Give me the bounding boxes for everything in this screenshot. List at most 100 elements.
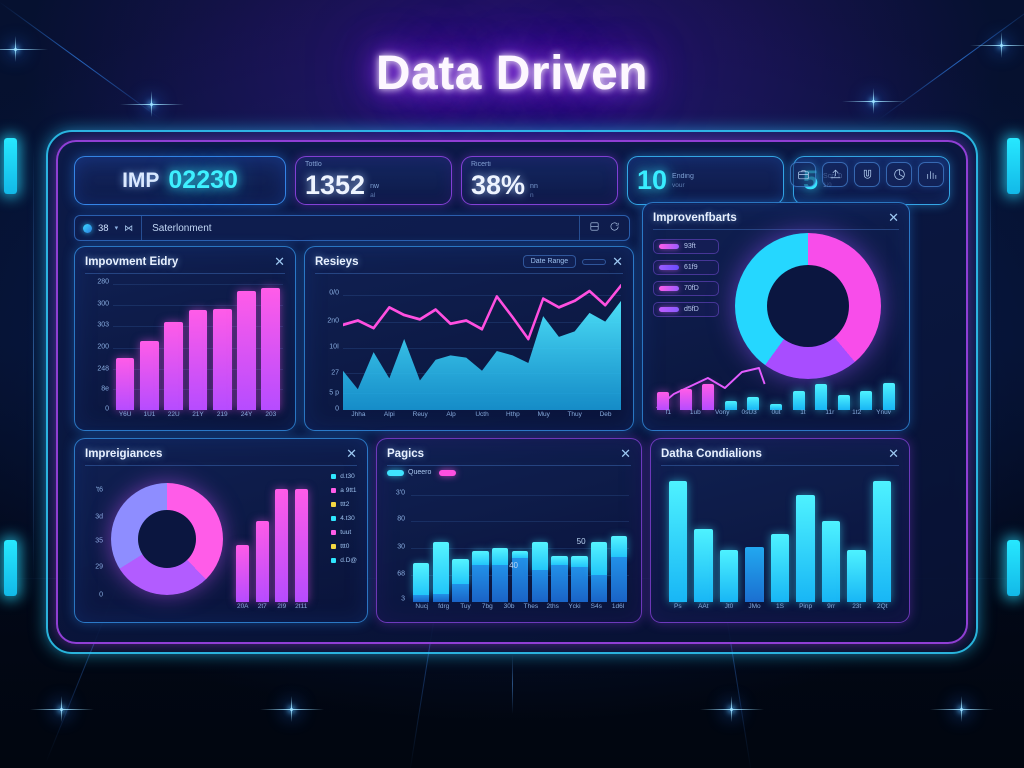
secondary-dropdown[interactable] xyxy=(582,258,607,265)
decor-spark xyxy=(0,36,48,62)
decor-edge-bar xyxy=(1007,540,1020,596)
kpi-card-3[interactable]: 10 Ending vour xyxy=(627,156,784,205)
legend-item[interactable]: 70fD xyxy=(653,281,719,296)
magnet-icon[interactable] xyxy=(854,162,880,187)
search-toolbar[interactable]: 38 ▾ ⋈ Saterlonment xyxy=(74,215,630,241)
search-actions xyxy=(579,216,629,240)
kpi-card-2-caption: Ricerti xyxy=(471,161,491,168)
panel-improve-charts-header: Improvenfbarts ✕ xyxy=(653,211,899,230)
legend-item[interactable]: d5fD xyxy=(653,302,719,317)
close-icon[interactable]: ✕ xyxy=(612,254,623,269)
kpi-primary-card[interactable]: IMP 02230 xyxy=(74,156,286,205)
bar xyxy=(724,401,737,410)
bar xyxy=(837,395,850,410)
dashboard-frame-outer: IMP 02230 Tottlo 1352 nw al Ricerti 38% … xyxy=(46,130,978,654)
inline-value-label: 40 xyxy=(509,561,518,571)
filter-icon[interactable]: ⋈ xyxy=(124,222,134,233)
kpi-primary-value: 02230 xyxy=(168,166,238,194)
legend-item[interactable]: d.t30 xyxy=(331,473,357,480)
legend-item[interactable]: tuut xyxy=(331,529,357,536)
legend-label: d.t30 xyxy=(340,473,355,480)
legend-swatch xyxy=(659,265,679,270)
y-axis-labels: 280 300 303 200 248 8e 0 xyxy=(97,278,109,413)
decor-vline xyxy=(512,654,513,714)
bar-stack xyxy=(511,551,529,602)
panel-improvement-header: Impovment Eidry ✕ xyxy=(85,255,285,274)
bar xyxy=(668,481,687,602)
bar xyxy=(747,396,760,410)
bar-stack xyxy=(432,542,449,602)
legend-label: d.D@ xyxy=(340,557,357,564)
legend-item[interactable] xyxy=(439,469,460,476)
impreigiances-legend: d.t30 a 9tt1 ttt2 4.t30 tuut ttt0 d.D@ xyxy=(331,473,357,564)
mini-line-overlay xyxy=(656,367,766,409)
improvement-plot xyxy=(113,279,283,410)
kpi-card-1[interactable]: Tottlo 1352 nw al xyxy=(295,156,452,205)
panel-grid: Impovment Eidry ✕ 280 300 303 200 248 8e 0 xyxy=(74,202,950,628)
legend-item[interactable]: a 9tt1 xyxy=(331,487,357,494)
bar-stack xyxy=(571,556,588,602)
briefcase-icon[interactable] xyxy=(790,162,816,187)
bar xyxy=(770,533,790,602)
kpi-card-2[interactable]: Ricerti 38% nn n xyxy=(461,156,618,205)
chevron-down-icon[interactable]: ▾ xyxy=(114,225,119,232)
bar xyxy=(237,290,256,410)
close-icon[interactable]: ✕ xyxy=(888,210,899,225)
list-icon[interactable] xyxy=(589,219,600,237)
y-axis-labels: 't6 3d 35 29 0 xyxy=(95,486,103,599)
legend-item[interactable]: ttt2 xyxy=(331,501,357,508)
pie-icon[interactable] xyxy=(886,162,912,187)
upload-icon[interactable] xyxy=(822,162,848,187)
legend-item[interactable]: Queero xyxy=(387,469,431,476)
impreigiances-bars xyxy=(233,479,311,602)
legend-item[interactable]: 61f9 xyxy=(653,260,719,275)
panel-improve-charts: Improvenfbarts ✕ 93ft 61f9 xyxy=(642,202,910,431)
donut-legend: 93ft 61f9 70fD xyxy=(653,239,719,317)
legend-label: tuut xyxy=(340,529,352,536)
legend-label: 93ft xyxy=(684,243,696,250)
panel-conditions-body: Ps AAt Jt0 JMo 1S Pinp 9rr 23t 2Qt xyxy=(661,469,899,616)
legend-label: 4.t30 xyxy=(340,515,355,522)
search-input[interactable]: Saterlonment xyxy=(152,222,212,234)
decor-edge-bar xyxy=(1007,138,1020,194)
legend-item[interactable]: ttt0 xyxy=(331,543,357,550)
bar xyxy=(847,549,866,602)
date-range-dropdown[interactable]: Date Range xyxy=(522,255,577,268)
legend-item[interactable]: 4.t30 xyxy=(331,515,357,522)
x-axis-labels: Y6U 1U1 22U 21Y 219 24Y 203 xyxy=(118,411,277,418)
panel-improve-charts-title: Improvenfbarts xyxy=(653,211,737,224)
close-icon[interactable]: ✕ xyxy=(346,446,357,461)
bar xyxy=(694,528,713,602)
refresh-icon[interactable] xyxy=(609,219,620,237)
legend-label: d5fD xyxy=(684,306,699,313)
bar-icon[interactable] xyxy=(918,162,944,187)
legend-label: ttt0 xyxy=(340,543,350,550)
close-icon[interactable]: ✕ xyxy=(274,254,285,269)
legend-item[interactable]: d.D@ xyxy=(331,557,357,564)
panel-impreigiances-title: Impreigiances xyxy=(85,447,163,460)
legend-item[interactable]: 93ft xyxy=(653,239,719,254)
conditions-plot xyxy=(665,471,895,602)
donut-chart xyxy=(735,233,881,379)
close-icon[interactable]: ✕ xyxy=(620,446,631,461)
reviews-chart-svg xyxy=(343,284,621,410)
panel-pagics-header: Pagics ✕ xyxy=(387,447,631,466)
decor-edge-bar xyxy=(4,138,17,194)
kpi-card-2-value: 38% xyxy=(471,170,526,200)
mini-bars xyxy=(653,366,899,410)
panel-reviews-title: Resieys xyxy=(315,255,359,268)
x-axis-labels: Jhha Alpi Reuy Alp Ucth Hthp Muy Thuy Deb xyxy=(351,411,612,418)
bar xyxy=(275,488,289,602)
close-icon[interactable]: ✕ xyxy=(888,446,899,461)
panel-improvement-body: 280 300 303 200 248 8e 0 xyxy=(85,277,285,424)
improvement-bars xyxy=(113,279,283,410)
bar-stack xyxy=(610,536,628,602)
kpi-card-2-label: nn xyxy=(530,183,538,190)
panel-pagics-title: Pagics xyxy=(387,447,425,460)
bar-stack xyxy=(551,556,568,602)
pagics-legend: Queero xyxy=(387,469,631,476)
panel-improvement: Impovment Eidry ✕ 280 300 303 200 248 8e 0 xyxy=(74,246,296,431)
search-count-segment[interactable]: 38 ▾ ⋈ xyxy=(75,216,143,240)
x-axis-labels: 20A 2t7 2I9 2t11 xyxy=(236,603,308,610)
impreigiances-bars-wrap xyxy=(233,479,311,602)
